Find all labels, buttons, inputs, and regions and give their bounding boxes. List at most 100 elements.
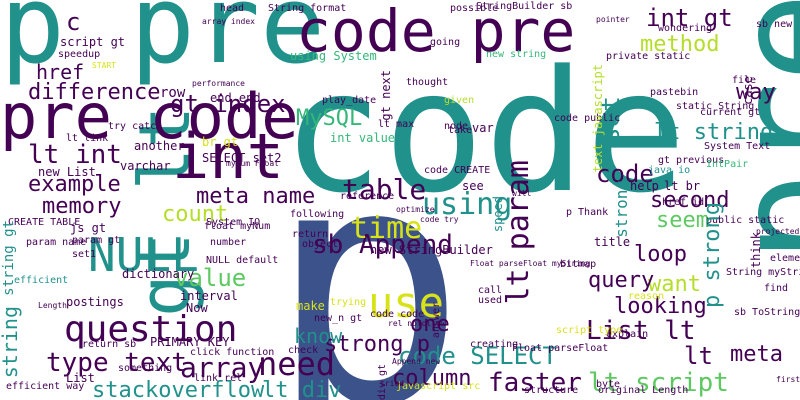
cloud-word: wondering: [658, 23, 713, 34]
cloud-word: method: [640, 32, 720, 57]
cloud-word: public static: [706, 215, 785, 226]
cloud-word: new string: [486, 49, 547, 60]
cloud-word: structure: [524, 385, 579, 396]
cloud-word: static String: [676, 101, 755, 112]
cloud-word: click function: [190, 347, 275, 358]
cloud-word: code SELECT: [398, 342, 557, 370]
cloud-word: sb Append: [312, 230, 453, 260]
cloud-word: make: [296, 299, 325, 313]
cloud-word: lt br: [664, 179, 701, 193]
cloud-word: p Thank: [566, 207, 609, 218]
cloud-word: efficient way: [6, 381, 85, 392]
cloud-word: another: [134, 139, 185, 153]
cloud-word: code: [282, 34, 687, 230]
cloud-word: lt script: [588, 368, 729, 398]
cloud-word: js gt: [70, 221, 107, 235]
cloud-word: strong: [612, 180, 631, 238]
cloud-word: difference: [28, 80, 161, 105]
cloud-word: lt div: [262, 378, 342, 400]
cloud-word: code public: [554, 113, 621, 124]
cloud-word: title: [594, 235, 631, 249]
cloud-word: lt: [684, 342, 713, 370]
cloud-word: efficient: [14, 275, 69, 286]
cloud-word: lt link: [66, 133, 109, 144]
cloud-word: MySQL: [296, 106, 363, 131]
cloud-word: use: [368, 278, 444, 327]
cloud-word: script type: [556, 325, 623, 336]
cloud-word: dictionary: [122, 267, 195, 281]
cloud-word: possible: [450, 3, 499, 14]
cloud-word: code pre: [296, 0, 576, 65]
cloud-word: c: [66, 8, 81, 36]
cloud-word: pointer: [596, 15, 630, 24]
cloud-word: String format: [268, 3, 347, 14]
cloud-word: call: [478, 285, 503, 296]
cloud-word: faster: [488, 368, 582, 398]
cloud-word: seem: [656, 208, 709, 233]
cloud-word: param gt: [72, 235, 121, 246]
cloud-word: sb new: [756, 19, 793, 30]
cloud-word: trying: [330, 297, 367, 308]
cloud-word: int value: [330, 131, 396, 145]
cloud-word: NULL default: [206, 255, 279, 266]
cloud-word: varchar: [120, 159, 171, 173]
cloud-word: reason: [628, 291, 665, 302]
cloud-word: p: [268, 95, 467, 400]
cloud-word: CREATE TABLE: [8, 217, 81, 228]
cloud-word: one: [410, 312, 450, 337]
cloud-word: text javascript: [591, 64, 605, 173]
cloud-word: node: [444, 121, 469, 132]
cloud-word: code: [596, 160, 654, 188]
cloud-word: projected: [756, 227, 800, 236]
cloud-word: rel nofollow: [388, 319, 446, 328]
cloud-word: see: [462, 179, 484, 193]
cloud-word: explain: [606, 329, 649, 340]
cloud-word: pre code: [0, 80, 299, 153]
cloud-word: NULL: [88, 228, 199, 282]
cloud-word: interval: [180, 289, 238, 303]
cloud-word: value: [174, 264, 247, 292]
cloud-word: will: [512, 189, 532, 198]
cloud-word: pastebin: [650, 87, 699, 98]
cloud-word: table: [342, 173, 427, 206]
cloud-word: Float parseFloat myString: [470, 259, 591, 268]
cloud-word: gt previous: [658, 155, 725, 166]
cloud-word: help: [630, 179, 659, 193]
cloud-word: play_date: [322, 95, 377, 106]
cloud-word: take: [448, 125, 473, 136]
cloud-word: lt param: [501, 160, 536, 305]
cloud-word: var: [472, 121, 494, 135]
cloud-word: element: [770, 253, 800, 264]
cloud-word: System IO: [206, 217, 261, 228]
cloud-word: looking: [614, 294, 707, 319]
cloud-word: head: [220, 3, 245, 14]
cloud-word: StringBuilder sb: [476, 1, 573, 12]
cloud-word: answer: [431, 302, 442, 339]
cloud-word: using System: [290, 49, 377, 63]
cloud-word: lt max: [378, 119, 415, 130]
cloud-word: given: [444, 95, 475, 106]
cloud-word: following: [290, 209, 345, 220]
cloud-word: int: [172, 120, 284, 193]
cloud-word: tried: [380, 379, 405, 388]
cloud-word: number: [210, 237, 247, 248]
cloud-word: going: [430, 37, 461, 48]
cloud-word: thought: [406, 77, 449, 88]
cloud-word: loop: [634, 242, 687, 267]
cloud-word: find: [764, 283, 789, 294]
cloud-word: check: [288, 345, 319, 356]
cloud-word: href id: [662, 197, 705, 208]
cloud-word: object: [302, 239, 339, 250]
cloud-word: PRIMARY KEY: [150, 335, 230, 349]
cloud-word: performance: [192, 79, 245, 88]
cloud-word: query: [588, 268, 655, 293]
cloud-word: code code: [370, 309, 425, 320]
cloud-word: p pre: [0, 0, 326, 88]
cloud-word: String myString: [726, 267, 800, 278]
cloud-word: return: [292, 229, 329, 240]
cloud-word: used: [478, 295, 503, 306]
cloud-word: question: [64, 309, 238, 350]
cloud-word: code CREATE: [424, 165, 491, 176]
cloud-word: script gt: [60, 35, 126, 49]
cloud-word: example: [28, 172, 121, 197]
